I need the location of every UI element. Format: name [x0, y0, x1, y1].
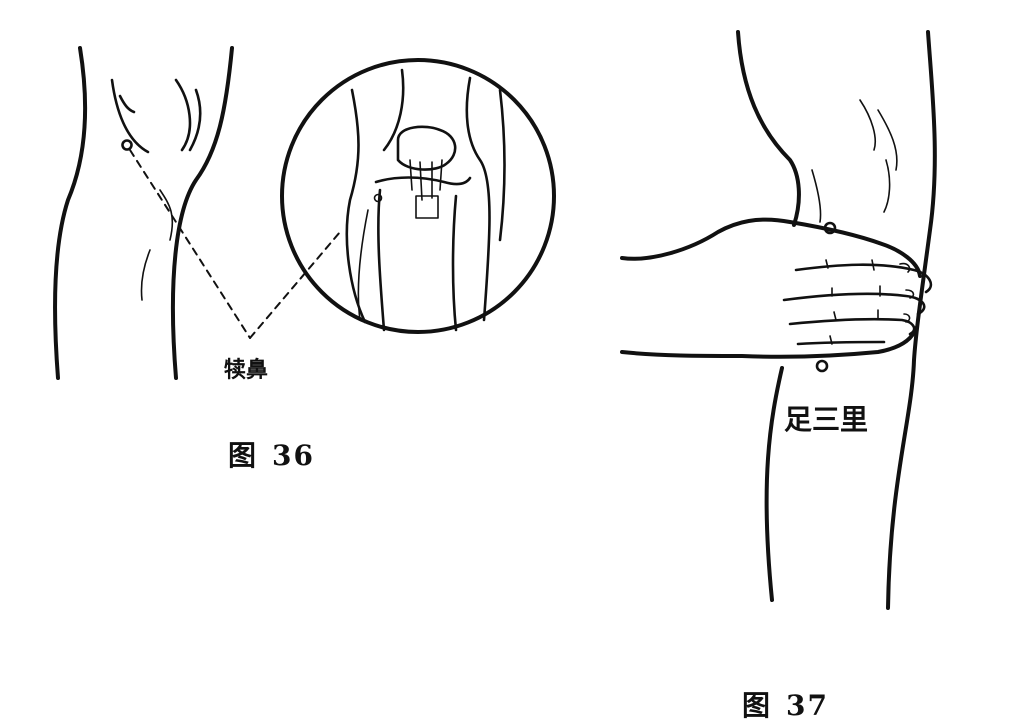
knee-bone-structure [345, 68, 506, 332]
leader-line-from-inset [249, 231, 341, 339]
hand-upper-edge [620, 217, 922, 278]
knee-contour-37 [811, 99, 898, 223]
figure-37-caption-number: 37 [786, 689, 829, 722]
patella-bone [396, 125, 457, 171]
magnified-joint-inset [280, 58, 556, 334]
figure-37-hand-measure-drawing [620, 30, 937, 610]
fingers [782, 259, 933, 346]
finger-index [794, 263, 933, 294]
patella-contour [110, 78, 202, 154]
patellar-ligament-block [415, 195, 439, 219]
tibia-plateau [374, 176, 472, 186]
figure-36-caption: 图 36 [228, 434, 315, 474]
finger-little [796, 340, 886, 346]
zusanli-acupoint-label: 足三里 [784, 403, 869, 436]
figure-36-caption-prefix: 图 [228, 439, 259, 472]
figure-37-caption: 图 37 [742, 684, 829, 724]
dubi-acupoint-marker [121, 139, 133, 151]
zusanli-acupoint-marker [815, 359, 829, 373]
leg-outline-right [170, 46, 234, 380]
leg-outline-left-lower-37 [764, 366, 784, 602]
hand-lower-edge [620, 326, 918, 359]
figure-36-caption-number: 36 [272, 439, 315, 472]
leader-line-from-knee [129, 149, 251, 339]
leg-outline-left [53, 46, 88, 380]
finger-ring [788, 317, 916, 336]
inset-acupoint-marker [373, 193, 383, 203]
leg-outline-right-37 [886, 30, 937, 610]
leg-outline-left-37 [736, 30, 801, 227]
finger-middle [782, 292, 926, 316]
dubi-acupoint-label: 犊鼻 [224, 357, 269, 383]
figure-37-caption-prefix: 图 [742, 689, 773, 722]
knee-crease [140, 189, 174, 301]
figure-36-knee-drawing [53, 46, 556, 380]
